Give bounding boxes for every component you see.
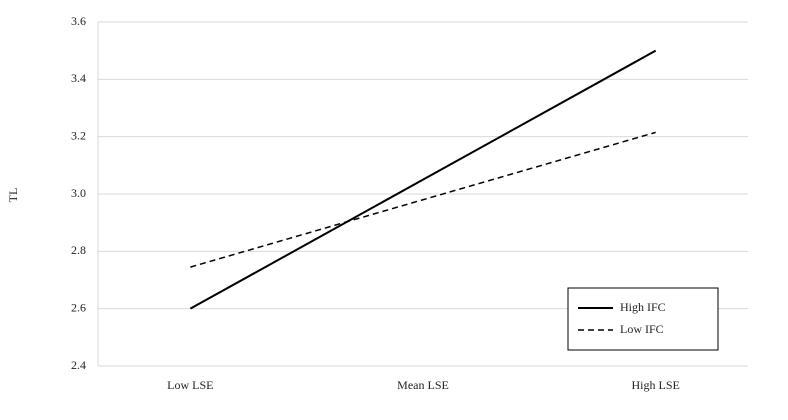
y-tick-label: 2.8 <box>71 243 86 257</box>
series-line <box>189 49 657 310</box>
y-tick-label: 3.2 <box>71 128 86 142</box>
y-tick-label: 2.4 <box>71 358 86 372</box>
x-tick-label: Low LSE <box>167 378 213 392</box>
legend-label: Low IFC <box>620 322 664 336</box>
series-line <box>190 131 656 268</box>
y-tick-label: 3.4 <box>71 71 86 85</box>
y-tick-label: 3.0 <box>71 186 86 200</box>
y-tick-label: 3.6 <box>71 14 86 28</box>
x-tick-label: High LSE <box>631 378 679 392</box>
y-axis-label: TL <box>6 188 20 203</box>
legend-label: High IFC <box>620 300 666 314</box>
x-tick-label: Mean LSE <box>397 378 449 392</box>
legend-box <box>567 287 719 351</box>
y-tick-label: 2.6 <box>71 300 86 314</box>
